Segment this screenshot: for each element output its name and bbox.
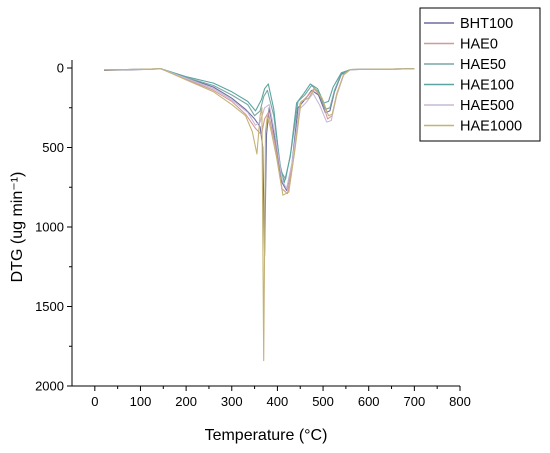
x-tick-label: 0 [91,394,98,409]
y-axis-label: DTG (ug min⁻¹) [9,172,26,283]
y-tick-label: 0 [57,61,64,76]
legend-box [419,7,541,142]
series-line-bht100 [103,68,415,257]
x-tick-label: 800 [449,394,471,409]
y-tick-label: 2000 [35,379,64,394]
x-tick-label: 300 [221,394,243,409]
legend-label-bht100: BHT100 [460,16,513,32]
x-tick-label: 500 [312,394,334,409]
legend-label-hae50: HAE50 [460,57,506,73]
ticks: 0 100 200 300 400 500 600 700 800 0 500 1000 1500 200… [35,61,471,410]
series-group [103,68,415,362]
series-line-hae50 [103,68,415,180]
x-tick-label: 200 [175,394,197,409]
x-tick-label: 600 [358,394,380,409]
x-tick-label: 400 [267,394,289,409]
y-tick-label: 1500 [35,299,64,314]
y-tick-label: 500 [42,140,64,155]
x-tick-label: 700 [404,394,426,409]
legend: BHT100 HAE0 HAE50 HAE100 HAE500 HAE1000 [419,7,541,142]
legend-label-hae100: HAE100 [460,78,514,94]
x-axis-label: Temperature (°C) [205,427,328,444]
axes [71,60,460,387]
x-tick-label: 100 [130,394,152,409]
series-line-hae100 [103,68,415,184]
legend-label-hae500: HAE500 [460,98,514,114]
legend-label-hae1000: HAE1000 [460,119,522,135]
series-line-hae1000 [103,68,415,362]
legend-label-hae0: HAE0 [460,37,498,53]
y-tick-label: 1000 [35,220,64,235]
